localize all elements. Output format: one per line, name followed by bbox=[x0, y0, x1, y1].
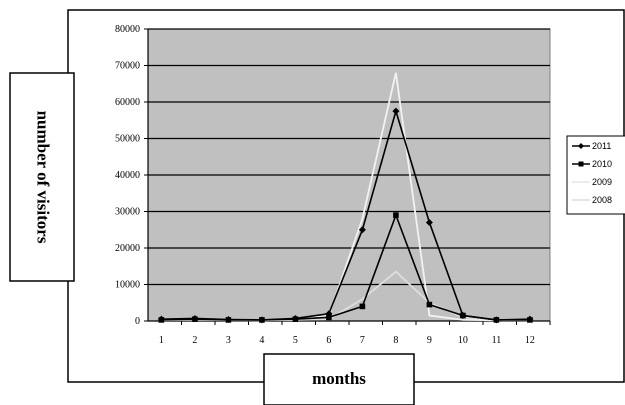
legend: 2011 2010 2009 2008 bbox=[572, 141, 612, 205]
data-point bbox=[492, 316, 500, 324]
y-label-box bbox=[9, 72, 75, 282]
x-tick-label: 3 bbox=[226, 335, 231, 346]
x-tick-label: 11 bbox=[492, 335, 502, 346]
x-tick-label: 12 bbox=[525, 335, 535, 346]
y-tick-label: 80000 bbox=[115, 24, 140, 35]
x-tick-label: 10 bbox=[458, 335, 468, 346]
y-tick-label: 30000 bbox=[115, 207, 140, 218]
data-point bbox=[157, 315, 165, 323]
data-point bbox=[359, 303, 366, 310]
y-tick-label: 20000 bbox=[115, 243, 140, 254]
x-tick-label: 1 bbox=[159, 335, 164, 346]
legend-marker bbox=[578, 143, 584, 149]
y-axis-label: number of visitors bbox=[34, 111, 53, 244]
x-label-box bbox=[263, 353, 415, 405]
x-tick-label: 5 bbox=[293, 335, 298, 346]
x-tick-label: 9 bbox=[427, 335, 432, 346]
legend-label: 2010 bbox=[592, 159, 612, 169]
y-tick-label: 0 bbox=[135, 316, 140, 327]
x-tick-label: 4 bbox=[259, 335, 264, 346]
data-point bbox=[224, 316, 232, 324]
y-tick-label: 50000 bbox=[115, 134, 140, 145]
legend-label: 2008 bbox=[592, 195, 612, 205]
data-point bbox=[459, 312, 467, 320]
y-tick-label: 70000 bbox=[115, 61, 140, 72]
data-point bbox=[392, 107, 400, 115]
data-point bbox=[326, 314, 332, 321]
data-point bbox=[325, 310, 333, 318]
data-point bbox=[291, 314, 299, 322]
legend-label: 2011 bbox=[592, 141, 611, 151]
data-point bbox=[393, 212, 399, 218]
x-tick-label: 6 bbox=[326, 335, 331, 346]
legend-marker bbox=[578, 161, 584, 167]
data-point bbox=[191, 314, 199, 322]
y-axis: 0 10000 20000 30000 40000 50000 60000 70000 8000… bbox=[115, 24, 149, 327]
data-point bbox=[526, 315, 534, 323]
x-axis-label: months bbox=[312, 369, 366, 388]
series-group bbox=[157, 72, 534, 324]
data-point bbox=[425, 218, 433, 226]
legend-box bbox=[566, 135, 625, 215]
data-point bbox=[258, 316, 266, 324]
y-tick-label: 60000 bbox=[115, 97, 140, 108]
x-tick-label: 2 bbox=[192, 335, 197, 346]
series-line-2011 bbox=[161, 108, 530, 321]
y-tick-label: 10000 bbox=[115, 280, 140, 291]
gridlines bbox=[148, 28, 550, 286]
data-point bbox=[426, 301, 433, 308]
x-tick-label: 7 bbox=[360, 335, 365, 346]
x-tick-label: 8 bbox=[393, 335, 398, 346]
data-point bbox=[358, 226, 366, 234]
legend-label: 2009 bbox=[592, 177, 612, 187]
y-tick-label: 40000 bbox=[115, 170, 140, 181]
